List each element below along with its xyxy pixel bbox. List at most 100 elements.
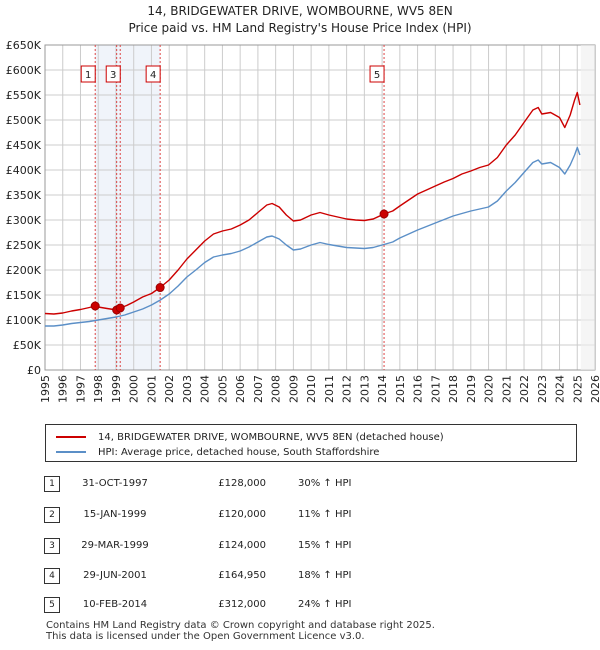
table-row: 5 10-FEB-2014 £312,000 24% ↑ HPI <box>0 597 600 617</box>
property-price-line <box>44 91 581 315</box>
x-tick-label: 2020 <box>483 375 496 403</box>
sale-date: 10-FEB-2014 <box>82 599 148 610</box>
table-row: 3 29-MAR-1999 £124,000 15% ↑ HPI <box>0 538 600 558</box>
sale-date: 15-JAN-1999 <box>83 509 147 520</box>
x-tick-label: 2018 <box>447 375 460 403</box>
y-tick-label: £200K <box>6 264 42 277</box>
sale-marker-label: 5 <box>374 70 380 81</box>
legend-item-property: 14, BRIDGEWATER DRIVE, WOMBOURNE, WV5 8E… <box>56 430 444 444</box>
sale-price: £124,000 <box>218 540 266 551</box>
sale-price: £128,000 <box>218 478 266 489</box>
x-tick-label: 2016 <box>412 375 425 403</box>
x-tick-label: 1999 <box>110 375 123 403</box>
x-tick-label: 1995 <box>39 375 52 403</box>
sale-number: 4 <box>44 568 60 584</box>
x-tick-label: 2025 <box>571 375 584 403</box>
sale-marker-box <box>80 65 96 83</box>
sale-marker-label: 4 <box>150 70 156 81</box>
sale-marker-box <box>145 65 161 83</box>
x-tick-label: 2019 <box>465 375 478 403</box>
sale-band <box>120 45 161 370</box>
sale-marker-label: 3 <box>110 70 116 81</box>
legend-hpi-label: HPI: Average price, detached house, Sout… <box>98 446 380 458</box>
x-tick-label: 2009 <box>287 375 300 403</box>
y-tick-label: £150K <box>6 289 42 302</box>
sale-price: £312,000 <box>218 599 266 610</box>
sale-number: 2 <box>44 507 60 523</box>
x-tick-label: 2021 <box>500 375 513 403</box>
legend-hpi-swatch <box>56 451 86 453</box>
chart-title: 14, BRIDGEWATER DRIVE, WOMBOURNE, WV5 8E… <box>0 3 600 37</box>
sale-point <box>379 209 389 219</box>
table-row: 1 31-OCT-1997 £128,000 30% ↑ HPI <box>0 476 600 496</box>
hpi-line <box>45 146 581 327</box>
title-line-2: Price paid vs. HM Land Registry's House … <box>128 21 472 35</box>
x-tick-label: 2010 <box>305 375 318 403</box>
x-tick-label: 2023 <box>536 375 549 403</box>
y-tick-label: £100K <box>6 314 42 327</box>
y-tick-label: £500K <box>6 114 42 127</box>
y-tick-label: £650K <box>6 39 42 52</box>
sale-hpi: 24% ↑ HPI <box>298 599 352 610</box>
y-tick-label: £50K <box>13 339 42 352</box>
sale-point <box>155 283 165 293</box>
sale-number: 3 <box>44 538 60 554</box>
x-tick-label: 2014 <box>376 375 389 403</box>
x-tick-label: 2003 <box>181 375 194 403</box>
y-tick-label: £550K <box>6 89 42 102</box>
x-tick-label: 2002 <box>163 375 176 403</box>
future-region <box>580 45 595 370</box>
y-tick-label: £450K <box>6 139 42 152</box>
price-chart: £0 £50K £100K £150K £200K £250K £300K £350K £400… <box>6 39 600 403</box>
table-row: 4 29-JUN-2001 £164,950 18% ↑ HPI <box>0 568 600 588</box>
x-tick-label: 2000 <box>128 375 141 403</box>
y-tick-label: £400K <box>6 164 42 177</box>
sale-point <box>90 301 100 311</box>
legend-property-swatch <box>56 436 86 438</box>
sale-marker-box <box>369 65 385 83</box>
x-tick-label: 1996 <box>57 375 70 403</box>
sale-hpi: 11% ↑ HPI <box>298 509 352 520</box>
y-tick-label: £250K <box>6 239 42 252</box>
x-tick-label: 2006 <box>234 375 247 403</box>
footer-line-2: This data is licensed under the Open Gov… <box>46 631 365 642</box>
x-tick-label: 1998 <box>92 375 105 403</box>
x-tick-label: 2012 <box>341 375 354 403</box>
x-tick-label: 1997 <box>74 375 87 403</box>
chart-legend: 14, BRIDGEWATER DRIVE, WOMBOURNE, WV5 8E… <box>45 424 577 462</box>
sale-point <box>115 303 125 313</box>
y-tick-label: £600K <box>6 64 42 77</box>
sale-marker-label: 1 <box>85 70 91 81</box>
y-tick-label: £300K <box>6 214 42 227</box>
y-tick-label: £350K <box>6 189 42 202</box>
sale-hpi: 15% ↑ HPI <box>298 540 352 551</box>
sale-hpi: 30% ↑ HPI <box>298 478 352 489</box>
x-tick-label: 2024 <box>554 375 567 403</box>
x-tick-label: 2013 <box>358 375 371 403</box>
footer-line-1: Contains HM Land Registry data © Crown c… <box>46 620 435 631</box>
x-tick-label: 2017 <box>429 375 442 403</box>
legend-property-label: 14, BRIDGEWATER DRIVE, WOMBOURNE, WV5 8E… <box>98 431 444 443</box>
x-tick-label: 2005 <box>216 375 229 403</box>
plot-area <box>45 45 595 370</box>
y-tick-label: £0 <box>27 364 41 377</box>
sale-hpi: 18% ↑ HPI <box>298 570 352 581</box>
sale-number: 1 <box>44 476 60 492</box>
table-row: 2 15-JAN-1999 £120,000 11% ↑ HPI <box>0 507 600 527</box>
sale-marker-box <box>105 65 121 83</box>
sale-date: 31-OCT-1997 <box>82 478 148 489</box>
x-tick-label: 2001 <box>145 375 158 403</box>
x-tick-label: 2008 <box>270 375 283 403</box>
sale-date: 29-MAR-1999 <box>81 540 149 551</box>
x-tick-label: 2007 <box>252 375 265 403</box>
x-tick-label: 2022 <box>518 375 531 403</box>
x-tick-label: 2026 <box>589 375 600 403</box>
x-tick-label: 2015 <box>394 375 407 403</box>
sale-number: 5 <box>44 597 60 613</box>
sale-date: 29-JUN-2001 <box>83 570 147 581</box>
legend-item-hpi: HPI: Average price, detached house, Sout… <box>56 445 379 459</box>
x-tick-label: 2011 <box>323 375 336 403</box>
footer: Contains HM Land Registry data © Crown c… <box>46 620 435 642</box>
x-tick-label: 2004 <box>199 375 212 403</box>
sale-price: £120,000 <box>218 509 266 520</box>
